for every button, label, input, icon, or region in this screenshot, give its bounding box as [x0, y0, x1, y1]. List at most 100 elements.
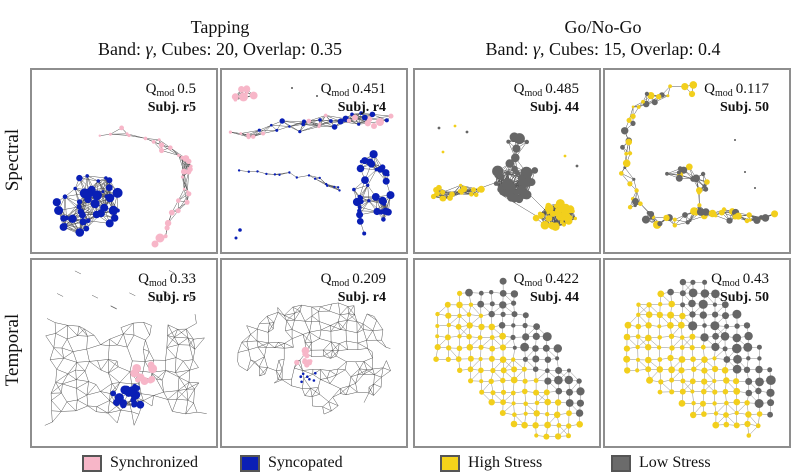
- graph-edge: [55, 322, 68, 326]
- graph-node: [301, 372, 305, 376]
- graph-edge: [175, 357, 177, 373]
- graph-edge: [330, 350, 333, 359]
- graph-edge: [186, 382, 190, 390]
- graph-edge: [330, 355, 337, 359]
- graph-edge: [303, 121, 320, 127]
- graph-edge: [166, 344, 179, 348]
- graph-node: [359, 111, 364, 115]
- graph-edge: [285, 329, 293, 331]
- graph-node: [367, 199, 371, 203]
- graph-edge: [340, 313, 349, 316]
- graph-edge: [86, 336, 88, 350]
- graph-edge: [111, 382, 120, 384]
- graph-node: [564, 217, 573, 225]
- graph-edge: [304, 331, 310, 343]
- qmod-label: Qmod 0.43: [711, 271, 769, 289]
- graph-edge: [355, 383, 358, 393]
- graph-edge: [187, 337, 194, 340]
- graph-edge: [182, 176, 185, 190]
- graph-edge: [337, 368, 346, 371]
- graph-node: [523, 411, 528, 416]
- graph-edge: [240, 129, 260, 134]
- graph-node: [553, 344, 562, 353]
- graph-node: [721, 301, 729, 309]
- graph-node: [100, 203, 109, 212]
- graph-edge: [178, 377, 188, 390]
- graph-edge: [189, 367, 199, 371]
- graph-edge: [87, 405, 97, 412]
- graph-edge: [294, 304, 302, 314]
- graph-edge: [162, 290, 169, 295]
- graph-node: [312, 379, 316, 382]
- graph-node: [314, 371, 317, 375]
- graph-edge: [46, 318, 56, 323]
- graph-edge: [55, 325, 68, 334]
- graph-edge: [66, 399, 78, 403]
- graph-edge: [154, 299, 161, 303]
- graph-edge: [144, 359, 154, 362]
- graph-edge: [372, 367, 384, 370]
- graph-node: [672, 223, 677, 228]
- graph-edge: [281, 379, 292, 387]
- graph-node: [308, 378, 311, 381]
- graph-edge: [278, 342, 285, 349]
- graph-node: [755, 377, 764, 387]
- graph-node: [679, 290, 686, 297]
- graph-node: [352, 187, 356, 192]
- graph-node: [545, 202, 552, 209]
- graph-edge: [259, 367, 268, 377]
- graph-node: [553, 411, 561, 419]
- graph-edge: [339, 343, 348, 350]
- graph-edge: [331, 405, 339, 412]
- graph-edge: [325, 115, 346, 120]
- graph-edge: [373, 387, 382, 396]
- graph-edge: [320, 306, 330, 312]
- graph-edge: [303, 378, 311, 389]
- graph-edge: [177, 377, 180, 391]
- graph-node: [512, 412, 517, 417]
- graph-edge: [330, 329, 341, 332]
- graph-edge: [366, 313, 375, 317]
- graph-edge: [356, 332, 359, 344]
- graph-edge: [142, 361, 146, 372]
- graph-edge: [129, 292, 136, 297]
- graph-edge: [286, 313, 295, 321]
- graph-node: [478, 367, 484, 374]
- graph-node: [624, 321, 632, 329]
- graph-node: [631, 105, 635, 109]
- graph-edge: [178, 388, 187, 391]
- graph-node: [678, 356, 686, 363]
- graph-edge: [123, 333, 135, 336]
- graph-node: [680, 302, 686, 308]
- graph-edge: [84, 361, 90, 372]
- graph-node: [689, 311, 696, 318]
- graph-edge: [64, 196, 67, 219]
- graph-edge: [62, 379, 77, 385]
- graph-edge: [309, 331, 320, 339]
- graph-edge: [151, 372, 163, 381]
- graph-edge: [145, 340, 150, 352]
- graph-node: [79, 211, 86, 219]
- graph-node: [635, 368, 640, 373]
- graph-edge: [143, 400, 153, 407]
- graph-edge: [277, 369, 283, 380]
- graph-edge: [291, 320, 295, 330]
- graph-node: [177, 153, 181, 157]
- graph-edge: [289, 124, 304, 127]
- graph-edge: [327, 374, 337, 379]
- graph-edge: [96, 400, 110, 407]
- graph-node: [756, 344, 762, 350]
- graph-edge: [174, 337, 179, 345]
- graph-edge: [318, 321, 322, 330]
- graph-node: [468, 378, 474, 384]
- graph-node: [510, 420, 518, 428]
- graph-node: [490, 390, 496, 396]
- legend-label: Low Stress: [639, 454, 711, 471]
- graph-edge: [76, 361, 90, 363]
- graph-edge: [56, 358, 64, 370]
- graph-edge: [366, 330, 374, 341]
- graph-node: [511, 311, 518, 318]
- graph-edge: [61, 347, 64, 359]
- gonogo-title-text: Go/No-Go: [564, 17, 642, 37]
- graph-edge: [50, 383, 63, 394]
